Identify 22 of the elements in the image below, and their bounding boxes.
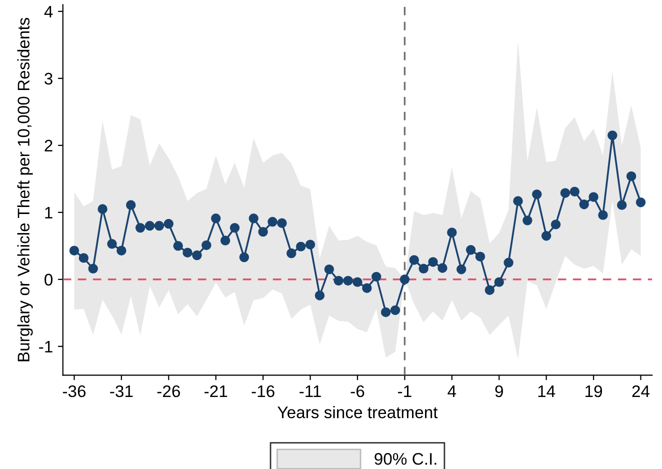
x-tick-label: -6 bbox=[350, 385, 364, 398]
x-tick-label: 24 bbox=[632, 385, 650, 397]
x-tick-label: 14 bbox=[538, 386, 556, 397]
y-tick-label: 2 bbox=[44, 140, 52, 152]
x-tick-label: 4 bbox=[448, 386, 456, 397]
x-axis-title: Years since treatment bbox=[278, 406, 438, 418]
x-tick-label: -31 bbox=[110, 385, 133, 398]
x-tick-label: -1 bbox=[398, 386, 412, 397]
x-tick-label: 19 bbox=[586, 385, 602, 398]
x-tick-label: -21 bbox=[204, 385, 228, 397]
x-tick-label: 9 bbox=[495, 385, 503, 398]
legend-title: 90% C.I. bbox=[374, 453, 436, 465]
y-tick-label: 1 bbox=[45, 206, 52, 218]
y-tick-label: -1 bbox=[39, 340, 52, 352]
y-tick-label: 0 bbox=[44, 274, 53, 286]
y-tick-label: 3 bbox=[44, 72, 52, 85]
y-tick-label: 4 bbox=[44, 6, 53, 18]
x-tick-label: -36 bbox=[62, 385, 86, 398]
x-tick-label: -16 bbox=[252, 385, 274, 398]
y-axis-title: Burglary or Vehicle Theft per 10,000 Residents bbox=[17, 18, 33, 362]
x-tick-label: -11 bbox=[300, 386, 321, 397]
x-tick-label: -26 bbox=[157, 385, 180, 398]
